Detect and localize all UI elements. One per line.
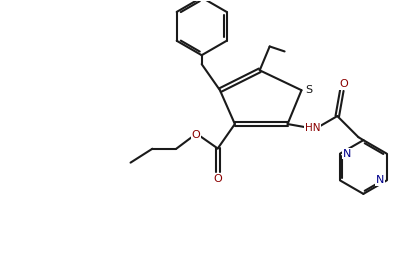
Text: S: S xyxy=(305,85,312,95)
Text: O: O xyxy=(339,79,348,89)
Text: O: O xyxy=(213,174,222,184)
Text: N: N xyxy=(343,149,351,159)
Text: N: N xyxy=(376,176,384,185)
Text: HN: HN xyxy=(305,123,320,133)
Text: O: O xyxy=(192,130,200,140)
